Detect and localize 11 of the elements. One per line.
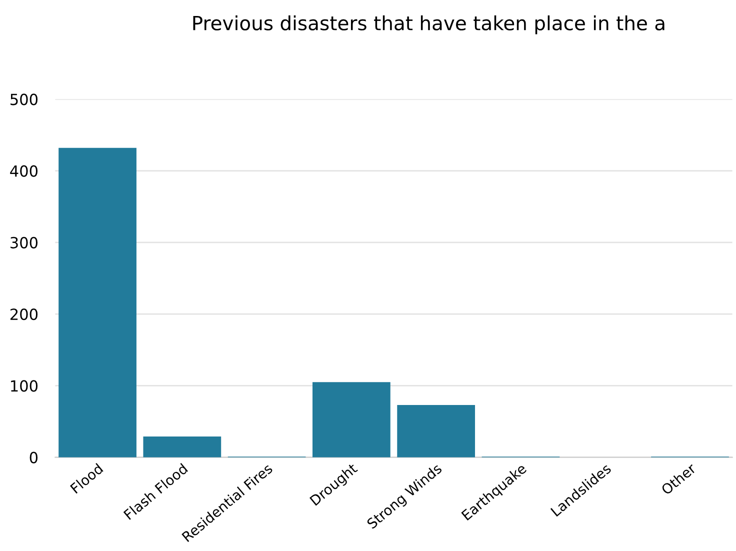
y-tick-label: 500 (10, 94, 38, 106)
bar (397, 405, 476, 458)
chart-title: Previous disasters that have taken place in the a (193, 15, 664, 34)
bar (58, 148, 136, 458)
y-tick-label: 100 (11, 380, 38, 392)
bar (312, 382, 390, 458)
bar (143, 436, 222, 458)
y-tick-label: 400 (10, 165, 38, 177)
y-tick-label: 300 (10, 236, 38, 248)
y-tick-label: 200 (10, 308, 38, 320)
y-tick-label: 0 (30, 452, 38, 464)
